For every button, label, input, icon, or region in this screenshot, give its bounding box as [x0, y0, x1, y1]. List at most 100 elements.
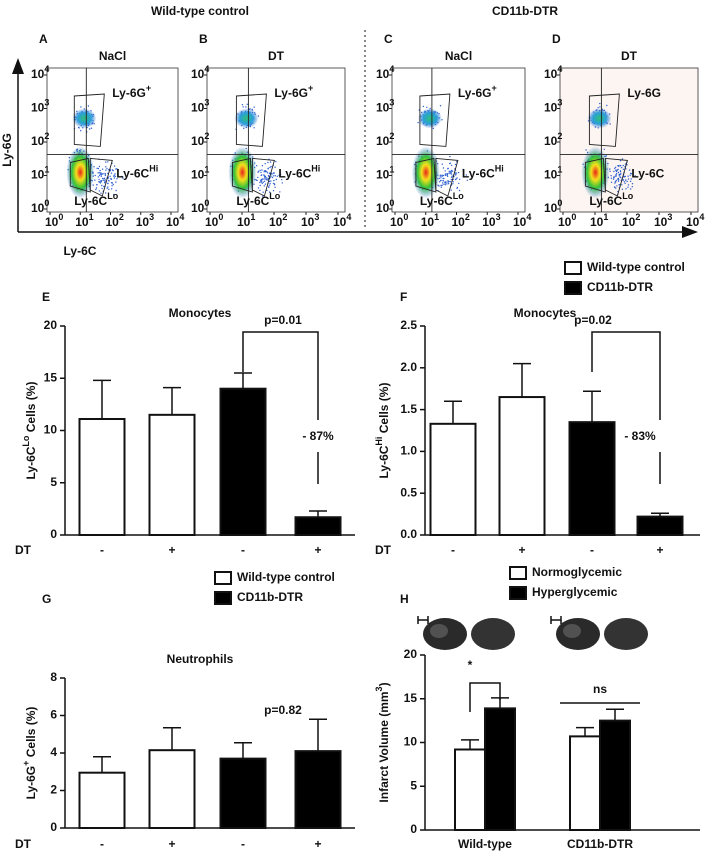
- event-dot: [446, 175, 449, 177]
- plot-area: [391, 67, 526, 213]
- event-dot: [103, 182, 106, 184]
- bar: [219, 757, 267, 829]
- text-part: 10: [421, 215, 435, 229]
- event-dot: [281, 179, 283, 181]
- event-dot: [614, 182, 616, 184]
- y-axis-label: Ly-6CLo Cells (%): [21, 382, 38, 480]
- event-dot: [615, 169, 617, 171]
- event-dot: [615, 173, 618, 175]
- event-dot: [617, 178, 619, 180]
- superscript: 3: [44, 98, 49, 108]
- event-dot: [440, 174, 442, 176]
- y-tick-label: 0: [410, 822, 417, 836]
- event-dot: [96, 167, 98, 169]
- text-part: 10: [166, 215, 180, 229]
- event-dot: [417, 121, 419, 124]
- event-dot: [615, 179, 618, 182]
- event-dot: [444, 170, 446, 172]
- event-dot: [620, 166, 623, 169]
- event-dot: [615, 174, 617, 176]
- text-part: 10: [376, 201, 390, 215]
- y-tick-label: 0.5: [400, 485, 417, 499]
- event-dot: [629, 180, 632, 182]
- event-dot: [110, 178, 112, 180]
- event-dot: [261, 181, 263, 183]
- text-part: 10: [31, 201, 45, 215]
- event-dot: [115, 189, 117, 192]
- event-dot: [257, 176, 259, 179]
- event-dot: [258, 170, 260, 172]
- superscript: 0: [218, 212, 223, 222]
- annotation: p=0.82: [264, 703, 302, 717]
- superscript: 3: [374, 686, 384, 691]
- x-tick-label: 104: [333, 212, 351, 229]
- arrow-head: [682, 226, 698, 238]
- text-part: 10: [191, 101, 205, 115]
- density-core: [581, 146, 610, 199]
- event-dot: [256, 165, 258, 167]
- event-dot: [456, 177, 458, 179]
- event-dot: [109, 175, 111, 177]
- event-dot: [619, 173, 622, 175]
- gate: [419, 93, 451, 147]
- event-dot: [610, 181, 613, 183]
- event-dot: [628, 169, 631, 171]
- event-dot: [259, 184, 261, 187]
- event-dot: [456, 187, 458, 189]
- y-tick-label: 5: [50, 475, 57, 489]
- event-dot: [97, 172, 99, 174]
- gate-label: Ly-6C: [631, 167, 664, 181]
- event-dot: [107, 177, 110, 179]
- event-dot: [269, 183, 271, 185]
- y-tick-label: 102: [191, 131, 209, 148]
- event-dot: [622, 168, 625, 170]
- density-plot: [66, 105, 124, 199]
- event-dot: [274, 175, 276, 177]
- text-part: 10: [45, 215, 59, 229]
- event-dot: [257, 187, 260, 189]
- gate-label: Ly-6G: [627, 86, 661, 100]
- x-tick-label: +: [168, 543, 175, 557]
- y-tick-label: 1.0: [400, 444, 417, 458]
- text-part: 10: [31, 101, 45, 115]
- superscript: 0: [557, 198, 562, 208]
- y-tick-label: 103: [376, 98, 394, 115]
- superscript: Lo: [107, 191, 118, 201]
- superscript: 0: [58, 212, 63, 222]
- event-dot: [454, 174, 457, 176]
- event-dot: [98, 172, 101, 174]
- legend-label: CD11b-DTR: [587, 280, 653, 294]
- axis-label: Ly-6C: [64, 244, 97, 258]
- event-dot: [617, 180, 620, 182]
- event-dot: [99, 182, 102, 184]
- event-dot: [631, 186, 633, 188]
- text-part: 10: [301, 215, 315, 229]
- annotation: p=0.01: [264, 313, 302, 327]
- superscript: 2: [465, 212, 470, 222]
- y-tick-label: 6: [50, 708, 57, 722]
- superscript: 3: [149, 212, 154, 222]
- category-axis-label: DT: [375, 543, 392, 557]
- event-dot: [105, 166, 107, 168]
- gate-label: Ly-6CHi: [462, 164, 504, 181]
- event-dot: [266, 189, 268, 192]
- superscript: 1: [89, 212, 94, 222]
- gate: [89, 157, 113, 197]
- superscript: 3: [557, 98, 562, 108]
- event-dot: [462, 168, 464, 171]
- bar: [78, 418, 126, 537]
- text-part: Ly-6C: [278, 167, 311, 181]
- y-tick-label: 103: [544, 98, 562, 115]
- event-dot: [449, 170, 451, 173]
- event-dot: [615, 187, 617, 189]
- event-dot: [96, 184, 98, 186]
- y-tick-label: 104: [376, 64, 394, 81]
- event-dot: [253, 127, 255, 129]
- event-dot: [448, 172, 450, 174]
- event-dot: [603, 148, 605, 150]
- text-part: 10: [513, 215, 527, 229]
- text-part: 10: [106, 215, 120, 229]
- event-dot: [615, 175, 617, 177]
- scale-bar: [550, 616, 562, 624]
- x-tick-label: +: [656, 543, 663, 557]
